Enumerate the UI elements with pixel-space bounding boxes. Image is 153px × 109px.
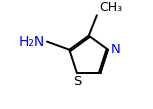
Text: CH₃: CH₃	[99, 1, 122, 14]
Text: S: S	[73, 75, 81, 88]
Text: N: N	[110, 43, 120, 56]
Text: H₂N: H₂N	[18, 35, 44, 49]
